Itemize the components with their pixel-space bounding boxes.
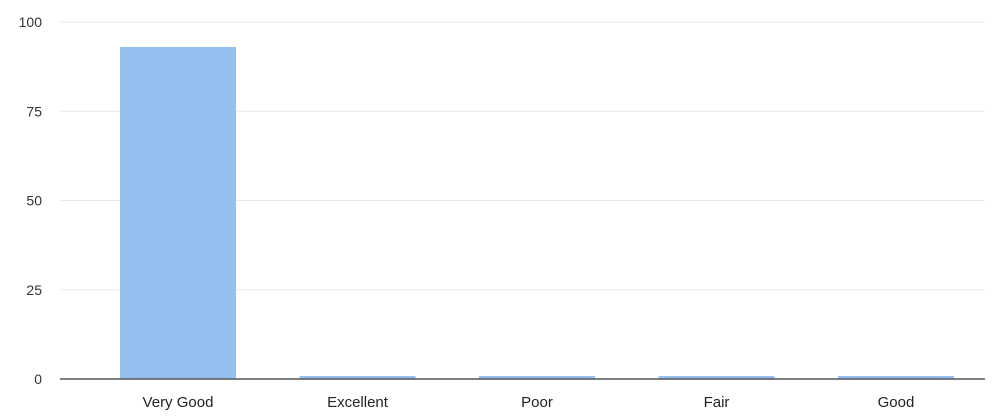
category-label-fair: Fair [704, 394, 730, 411]
category-label-poor: Poor [521, 394, 553, 411]
y-tick-label-100: 100 [19, 14, 43, 30]
category-label-excellent: Excellent [327, 394, 389, 411]
y-tick-label-0: 0 [34, 371, 42, 387]
y-tick-label-25: 25 [26, 282, 42, 298]
y-tick-label-50: 50 [26, 193, 42, 209]
bar-poor [479, 376, 595, 379]
bars [120, 46, 954, 380]
category-label-very-good: Very Good [143, 394, 214, 411]
bar-very-good [120, 46, 236, 380]
category-label-good: Good [878, 394, 915, 411]
x-axis-category-labels: Very Good Excellent Poor Fair Good [143, 394, 915, 411]
y-tick-label-75: 75 [26, 103, 42, 119]
y-axis-tick-labels: 0 25 50 75 100 [19, 14, 43, 387]
bar-excellent [299, 376, 416, 379]
bar-good [838, 376, 954, 379]
bar-fair [658, 376, 775, 379]
